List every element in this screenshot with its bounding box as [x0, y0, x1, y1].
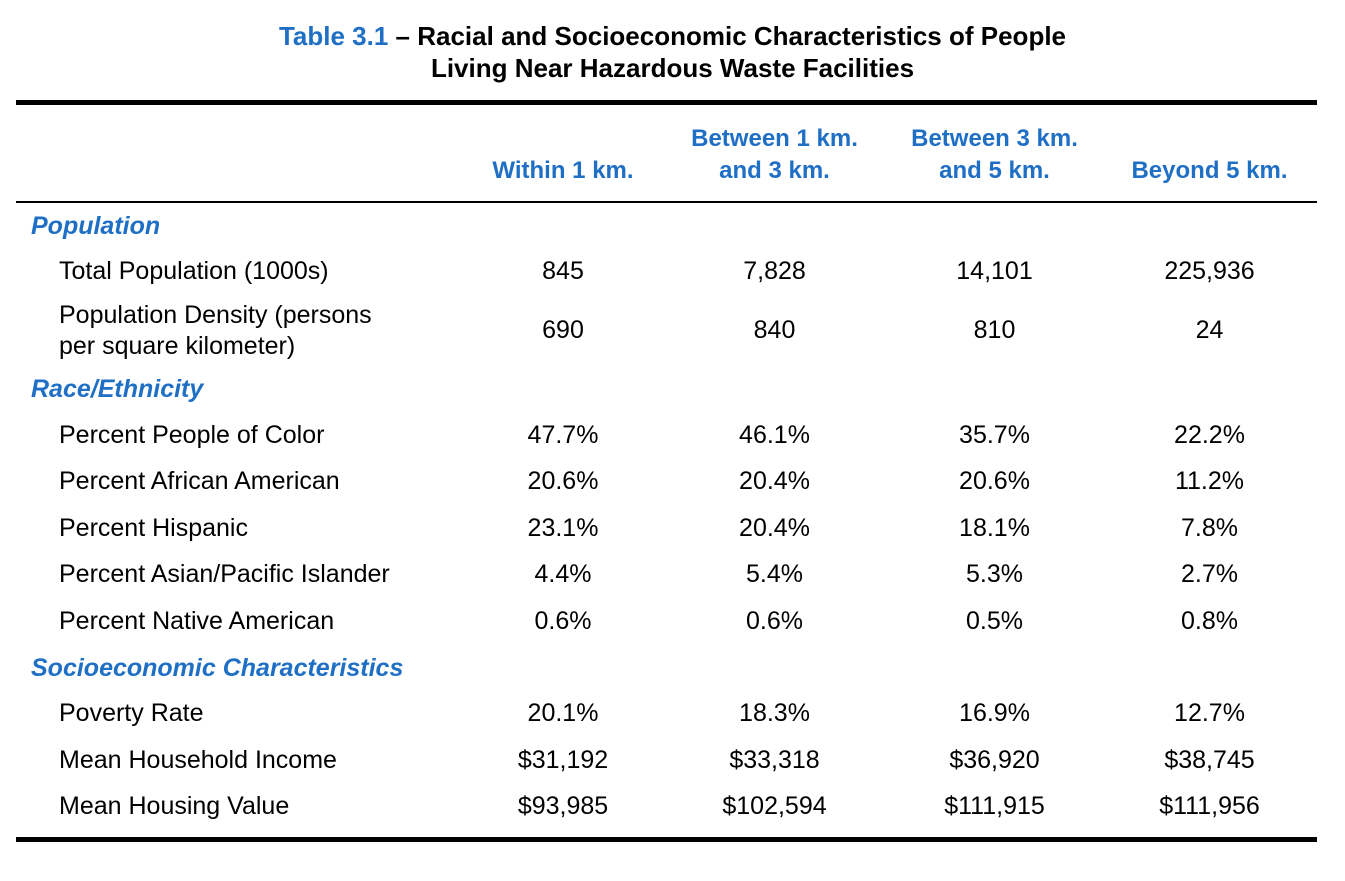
cell-value: 0.6% — [746, 606, 803, 635]
column-header-3-to-5km: Between 3 km. and 5 km. — [911, 125, 1078, 184]
cell-value: 11.2% — [1174, 467, 1245, 496]
section-heading-population: Population — [31, 211, 161, 240]
table-row: Poverty Rate 20.1% 18.3% 16.9% 12.7% — [16, 691, 1317, 738]
cell-value: 16.9% — [959, 699, 1030, 728]
cell-value: $36,920 — [949, 745, 1040, 774]
cell-value: 7,828 — [743, 257, 806, 286]
cell-value: $31,192 — [517, 745, 609, 774]
table-row: Percent Hispanic 23.1% 20.4% 18.1% 7.8% — [16, 505, 1317, 552]
cell-value: $93,985 — [517, 792, 609, 821]
row-label: Percent People of Color — [59, 420, 325, 449]
cell-value: 225,936 — [1164, 257, 1255, 286]
cell-value: 35.7% — [959, 420, 1030, 449]
cell-value: 20.4% — [739, 467, 810, 496]
cell-value: 12.7% — [1174, 699, 1245, 728]
row-label: Poverty Rate — [59, 699, 204, 728]
table-row: Population Density (persons per square ki… — [16, 295, 1317, 366]
row-label: Percent Hispanic — [59, 513, 248, 542]
cell-value: 4.4% — [534, 560, 592, 589]
cell-value: 7.8% — [1181, 513, 1238, 542]
cell-value: 0.8% — [1181, 606, 1238, 635]
cell-value: 845 — [542, 257, 584, 286]
column-header-1-to-3km: Between 1 km. and 3 km. — [691, 125, 858, 184]
column-header-beyond-5km: Beyond 5 km. — [1131, 157, 1288, 184]
cell-value: 22.2% — [1174, 420, 1245, 449]
cell-value: 5.4% — [746, 560, 803, 589]
column-header-within-1km: Within 1 km. — [492, 157, 634, 184]
cell-value: $38,745 — [1164, 745, 1255, 774]
table-row: Percent People of Color 47.7% 46.1% 35.7… — [16, 412, 1317, 459]
row-label: Total Population (1000s) — [59, 257, 329, 286]
cell-value: 46.1% — [739, 420, 810, 449]
cell-value: 14,101 — [956, 257, 1033, 286]
cell-value: $33,318 — [729, 745, 820, 774]
cell-value: $111,915 — [944, 792, 1045, 821]
row-label: Mean Household Income — [59, 745, 337, 774]
cell-value: 840 — [753, 316, 796, 344]
cell-value: 0.5% — [966, 606, 1023, 635]
cell-value: 5.3% — [966, 560, 1023, 589]
title-line-2: Living Near Hazardous Waste Facilities — [430, 53, 915, 83]
cell-value: 0.6% — [534, 606, 592, 635]
cell-value: 20.6% — [959, 467, 1030, 496]
cell-value: 690 — [542, 316, 584, 344]
cell-value: 20.1% — [527, 699, 599, 728]
title-line-1: – Racial and Socioeconomic Characteristi… — [388, 21, 1067, 51]
table-row: Mean Housing Value $93,985 $102,594 $111… — [16, 784, 1317, 831]
column-header-row: Within 1 km. Between 1 km. and 3 km. Betw… — [16, 105, 1317, 201]
cell-value: 810 — [973, 316, 1016, 344]
cell-value: 24 — [1195, 316, 1224, 344]
row-label: Percent Asian/Pacific Islander — [59, 560, 390, 589]
table-number: Table 3.1 — [278, 21, 389, 51]
cell-value: $102,594 — [722, 792, 827, 821]
section-heading-race-ethnicity: Race/Ethnicity — [31, 375, 204, 403]
cell-value: 18.1% — [959, 513, 1030, 542]
top-rule — [16, 100, 1317, 105]
section-heading-socioeconomic: Socioeconomic Characteristics — [31, 653, 404, 682]
table-row: Total Population (1000s) 845 7,828 14,10… — [16, 249, 1317, 296]
row-label: Percent African American — [59, 467, 340, 496]
cell-value: 23.1% — [527, 513, 599, 542]
table-row: Percent Native American 0.6% 0.6% 0.5% 0… — [16, 598, 1317, 645]
cell-value: 20.6% — [527, 467, 599, 496]
table-title: Table 3.1 – Racial and Socioeconomic Cha… — [0, 20, 1345, 84]
table-row: Mean Household Income $31,192 $33,318 $3… — [16, 737, 1317, 784]
cell-value: 2.7% — [1181, 560, 1238, 589]
cell-value: 18.3% — [739, 699, 810, 728]
data-table: Within 1 km. Between 1 km. and 3 km. Betw… — [16, 100, 1317, 842]
cell-value: $111,956 — [1159, 792, 1260, 821]
cell-value: 47.7% — [527, 420, 599, 449]
table-row: Percent African American 20.6% 20.4% 20.… — [16, 459, 1317, 506]
row-label: Mean Housing Value — [59, 792, 290, 821]
cell-value: 20.4% — [739, 513, 810, 542]
bottom-rule — [16, 837, 1317, 842]
header-rule — [16, 201, 1317, 203]
table-row: Percent Asian/Pacific Islander 4.4% 5.4%… — [16, 552, 1317, 599]
row-label: Population Density (persons per square ki… — [59, 300, 372, 360]
row-label: Percent Native American — [59, 606, 335, 635]
